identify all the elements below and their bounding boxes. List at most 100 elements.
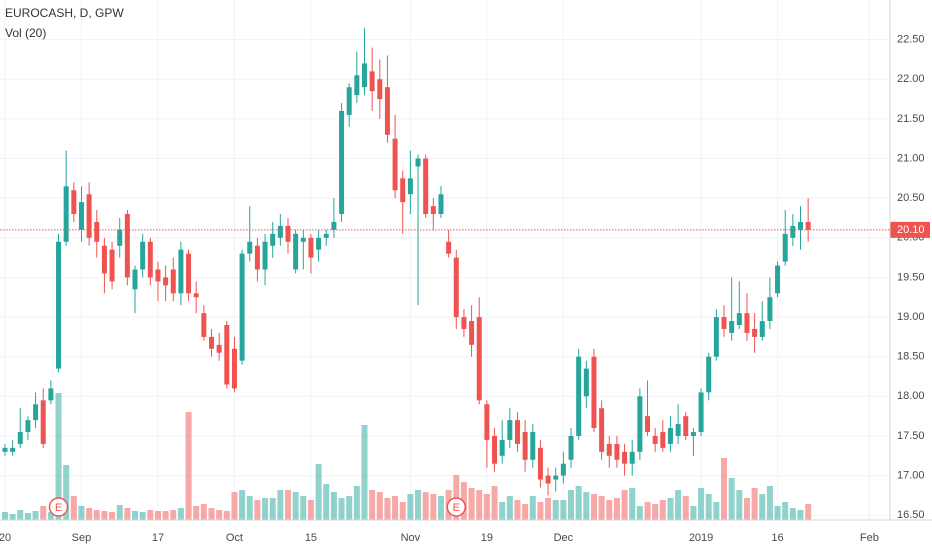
volume-bar	[300, 496, 307, 520]
volume-bar	[177, 508, 184, 520]
candle-body	[101, 245, 107, 274]
candle-body	[78, 202, 84, 230]
candle-body	[339, 110, 345, 215]
volume-bar	[476, 490, 483, 520]
candle-body	[805, 221, 811, 230]
candle-body	[461, 317, 467, 329]
candle-body	[71, 190, 77, 215]
y-tick-label: 19.00	[897, 311, 925, 323]
candle-body	[767, 297, 773, 322]
candle-body	[40, 400, 46, 444]
candle-body	[216, 344, 222, 353]
volume-bar	[789, 508, 796, 520]
candle-body	[407, 178, 413, 195]
volume-bar	[483, 494, 490, 520]
candle-body	[170, 269, 176, 294]
volume-bar	[9, 514, 16, 520]
volume-bar	[721, 458, 728, 520]
volume-bar	[782, 502, 789, 520]
candle-body	[377, 79, 383, 100]
volume-title: Vol (20)	[5, 26, 46, 40]
candle-body	[277, 225, 283, 238]
volume-bar	[560, 500, 567, 520]
candle-body	[660, 432, 666, 448]
volume-bar	[629, 488, 636, 520]
volume-bar	[93, 510, 100, 520]
volume-bar	[70, 496, 77, 520]
candle-body	[247, 241, 253, 254]
x-tick-label: 2019	[689, 532, 713, 544]
volume-bar	[323, 484, 330, 520]
volume-bar	[491, 486, 498, 520]
volume-bar	[575, 486, 582, 520]
y-tick-label: 17.50	[897, 430, 925, 442]
candle-body	[667, 428, 673, 444]
y-tick-label: 17.00	[897, 470, 925, 482]
volume-bar	[330, 492, 337, 520]
candle-body	[553, 475, 559, 480]
candle-body	[224, 325, 230, 385]
candle-body	[262, 241, 268, 270]
candle-body	[400, 178, 406, 203]
volume-bar	[292, 492, 299, 520]
candle-body	[239, 253, 245, 361]
candle-body	[56, 241, 62, 369]
event-marker	[446, 497, 467, 517]
candle-body	[729, 321, 735, 333]
candle-body	[178, 249, 184, 294]
event-label: E	[55, 502, 62, 514]
candle-body	[331, 221, 337, 230]
volume-bar	[743, 498, 750, 520]
volume-bar	[1, 512, 8, 520]
candle-body	[629, 451, 635, 464]
candle-body	[323, 233, 329, 238]
volume-bar	[583, 492, 590, 520]
candle-body	[790, 225, 796, 238]
volume-bar	[545, 498, 552, 520]
x-tick-label: Nov	[401, 532, 421, 544]
volume-bar	[246, 496, 253, 520]
candle-body	[369, 71, 375, 92]
candle-body	[652, 435, 658, 444]
volume-bar	[185, 412, 192, 520]
candle-body	[759, 321, 765, 337]
candle-body	[537, 447, 543, 480]
last-price-label: 20.10	[897, 224, 925, 236]
volume-bar	[652, 504, 659, 520]
candle-body	[530, 432, 536, 460]
candle-body	[622, 451, 628, 464]
event-marker	[48, 497, 69, 517]
candle-body	[254, 245, 260, 270]
candle-body	[231, 348, 237, 389]
volume-bar	[193, 506, 200, 520]
volume-bar	[353, 486, 360, 520]
volume-bar	[797, 510, 804, 520]
volume-bar	[659, 500, 666, 520]
volume-bar	[154, 511, 161, 520]
candle-body	[117, 229, 123, 246]
volume-bar	[277, 490, 284, 520]
volume-bar	[751, 488, 758, 520]
candle-body	[545, 475, 551, 484]
candle-body	[583, 368, 589, 397]
y-tick-label: 20.50	[897, 192, 925, 204]
volume-bar	[346, 496, 353, 520]
volume-bar	[514, 500, 521, 520]
event-label: E	[453, 502, 460, 514]
candle-body	[476, 317, 482, 401]
candle-body	[316, 237, 322, 250]
candle-body	[201, 313, 207, 337]
candle-body	[300, 237, 306, 242]
x-tick-label: 15	[305, 532, 317, 544]
candle-body	[706, 356, 712, 393]
candle-body	[193, 293, 199, 298]
candle-body	[438, 194, 444, 215]
candle-body	[568, 435, 574, 460]
volume-bar	[78, 506, 85, 520]
candle-body	[25, 420, 31, 433]
candle-body	[155, 269, 161, 282]
candle-body	[63, 186, 69, 242]
candle-body	[384, 87, 390, 135]
candle-body	[492, 435, 498, 464]
